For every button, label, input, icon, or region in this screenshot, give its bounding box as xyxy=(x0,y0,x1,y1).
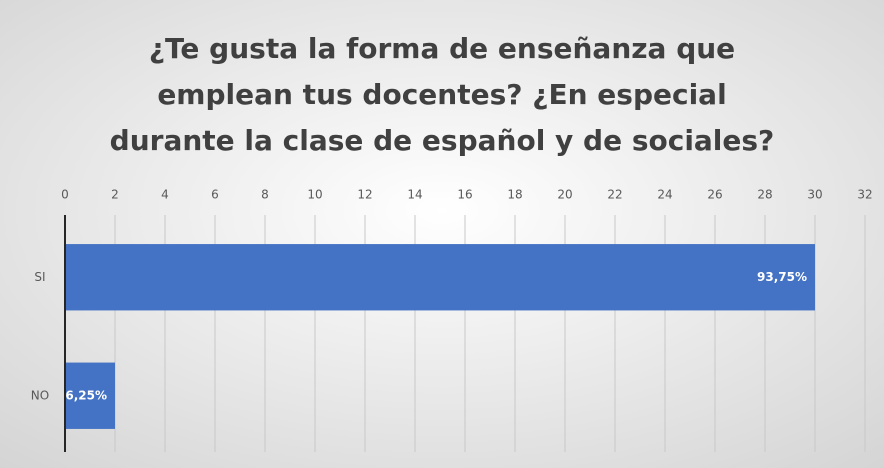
x-tick-label: 0 xyxy=(61,188,69,202)
bar xyxy=(65,244,815,311)
x-tick-label: 10 xyxy=(307,188,322,202)
x-tick-label: 28 xyxy=(757,188,772,202)
x-tick-label: 32 xyxy=(857,188,872,202)
x-tick-label: 6 xyxy=(211,188,219,202)
x-tick-label: 12 xyxy=(357,188,372,202)
x-tick-label: 30 xyxy=(807,188,822,202)
x-tick-label: 26 xyxy=(707,188,722,202)
x-tick-label: 16 xyxy=(457,188,472,202)
y-tick-label: NO xyxy=(31,388,49,402)
y-tick-label: SI xyxy=(34,270,45,284)
x-tick-label: 14 xyxy=(407,188,422,202)
value-label: 6,25% xyxy=(65,388,107,402)
x-tick-label: 8 xyxy=(261,188,269,202)
x-tick-label: 2 xyxy=(111,188,119,202)
x-tick-label: 24 xyxy=(657,188,672,202)
chart-title: durante la clase de español y de sociale… xyxy=(110,124,775,157)
x-tick-label: 18 xyxy=(507,188,522,202)
chart-title: ¿Te gusta la forma de enseñanza que xyxy=(149,32,735,65)
x-tick-label: 20 xyxy=(557,188,572,202)
chart-title: emplean tus docentes? ¿En especial xyxy=(157,78,726,111)
x-tick-label: 22 xyxy=(607,188,622,202)
value-label: 93,75% xyxy=(757,270,807,284)
x-tick-label: 4 xyxy=(161,188,169,202)
bar xyxy=(65,362,115,429)
